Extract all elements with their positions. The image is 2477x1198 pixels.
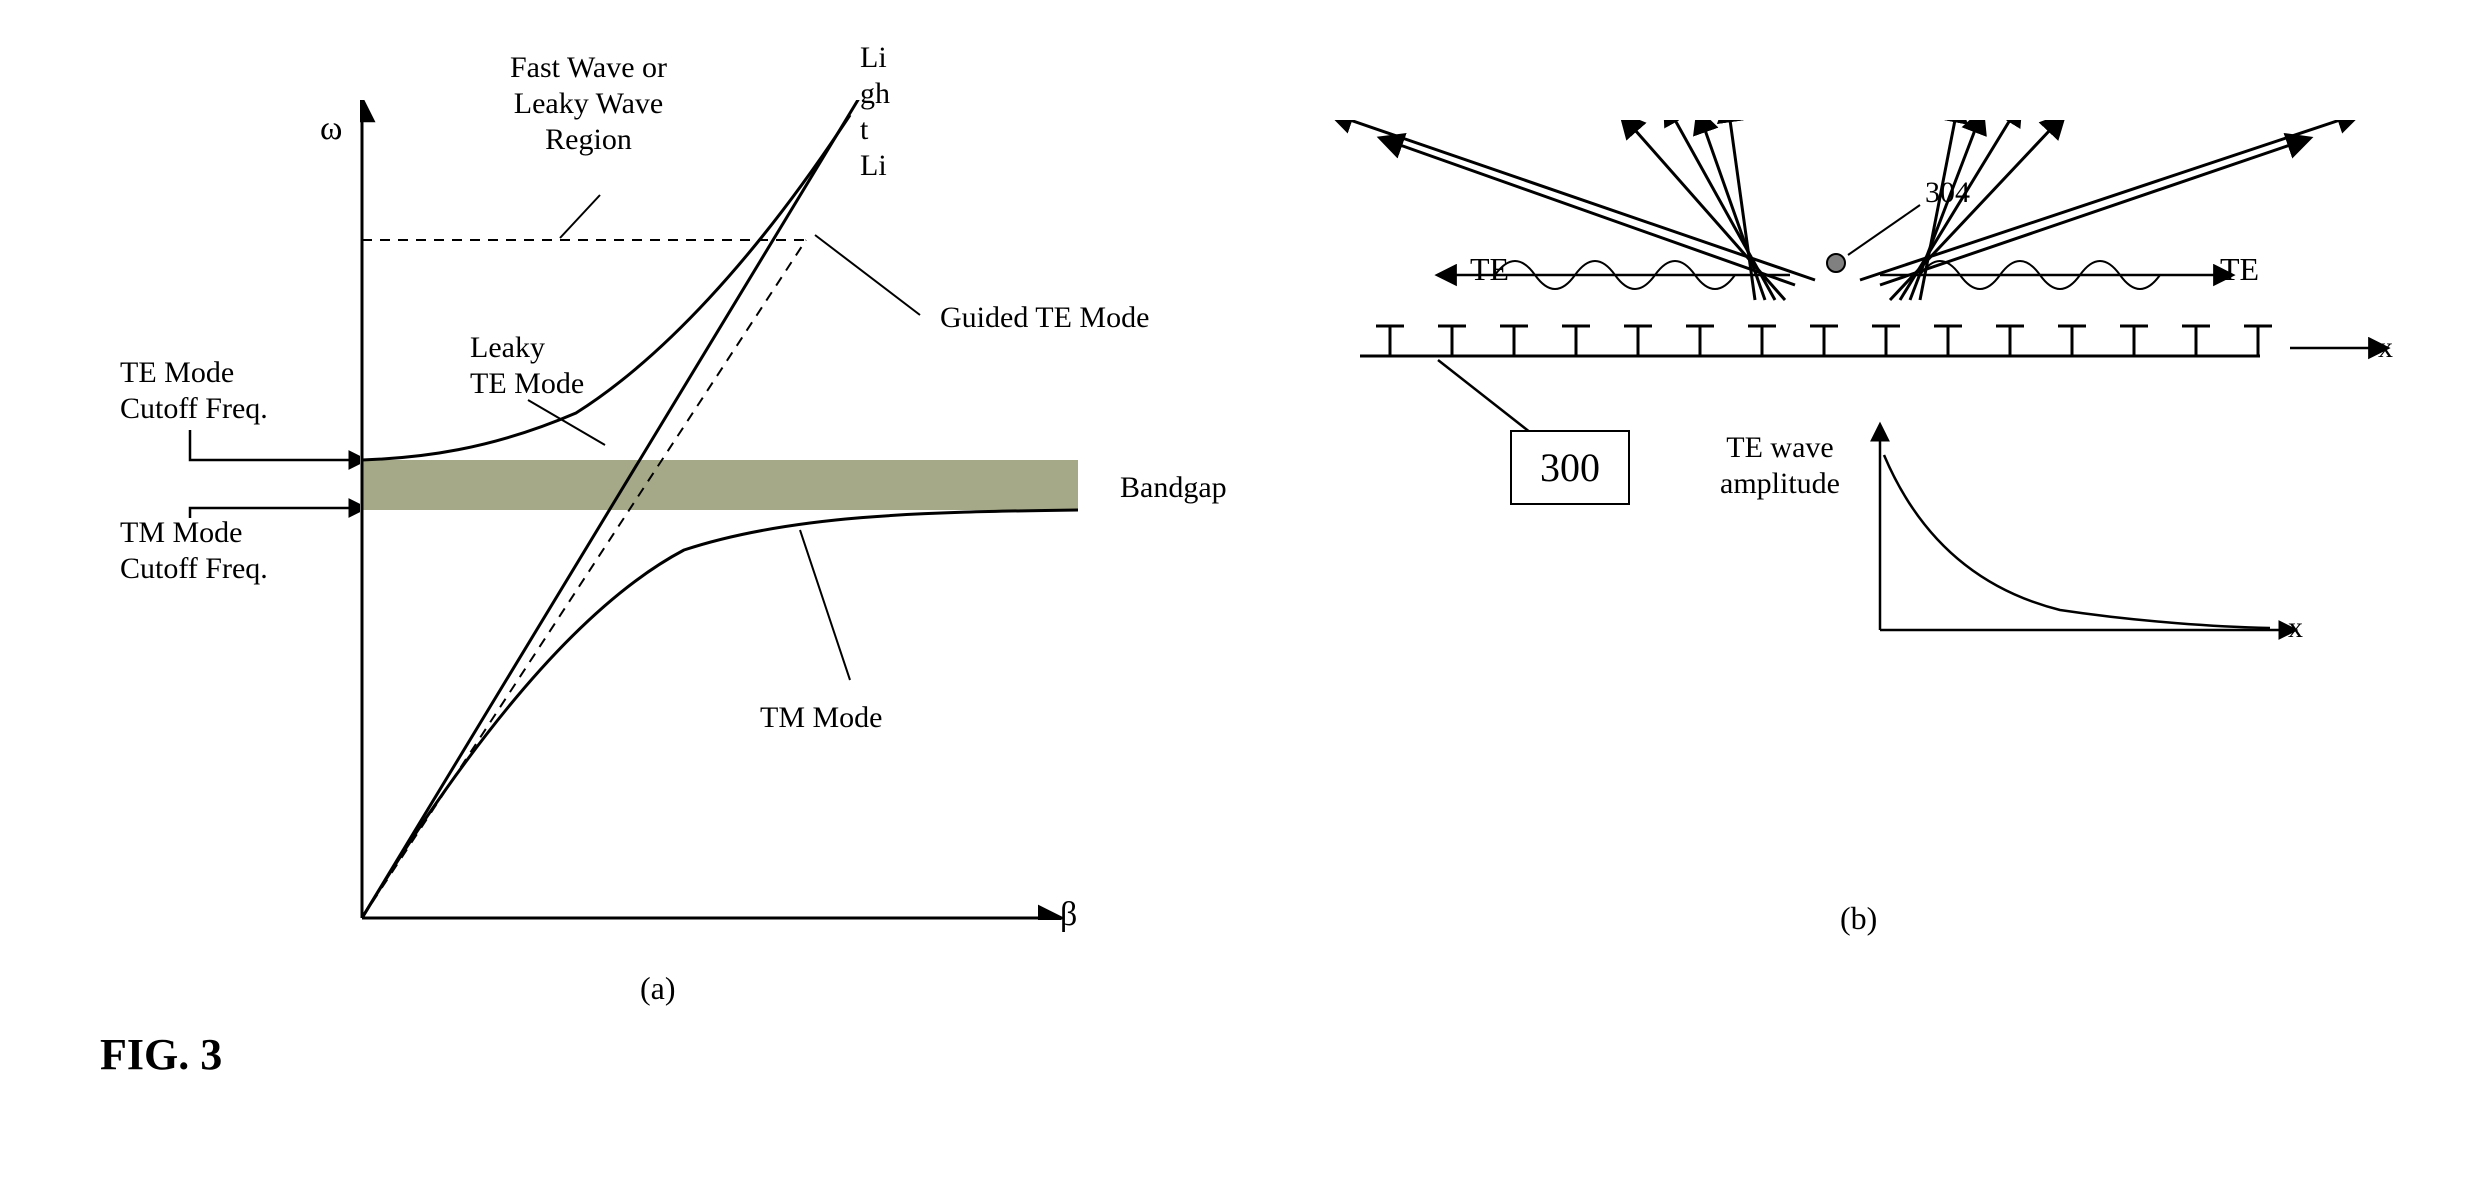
x-axis-label: β xyxy=(1060,896,1077,934)
dispersion-plot: ω β xyxy=(360,100,1080,920)
panel-b-caption: (b) xyxy=(1840,900,1877,937)
source-label: 304 xyxy=(1925,175,1970,211)
guided-te-label: Guided TE Mode xyxy=(940,300,1149,336)
te-label-left: TE xyxy=(1470,250,1509,288)
panel-a: ω β Fast Wave or Leaky Wave Region Li gh… xyxy=(80,40,1180,1060)
tm-mode-curve xyxy=(362,510,1078,918)
amp-decay-curve xyxy=(1884,455,2270,628)
amp-y-label: TE wave amplitude xyxy=(1720,430,1840,502)
figure-container: ω β Fast Wave or Leaky Wave Region Li gh… xyxy=(0,40,2477,1100)
fastwave-label: Fast Wave or Leaky Wave Region xyxy=(510,50,667,158)
pointer-guided-te xyxy=(815,235,920,315)
tm-cutoff-arrow xyxy=(190,508,350,518)
panel-b: TE TE 304 x 300 TE wave amplitude x (b) xyxy=(1280,120,2440,940)
bandgap-band xyxy=(362,460,1078,510)
cutoff-arrows xyxy=(80,100,360,920)
te-mode-curve xyxy=(362,115,850,460)
ref-300-box: 300 xyxy=(1510,430,1630,505)
dispersion-svg xyxy=(360,100,1080,920)
pointer-304 xyxy=(1848,205,1920,255)
light-line-label: Li gh t Li xyxy=(860,40,890,184)
pointer-fastwave xyxy=(560,195,600,238)
radiation-left xyxy=(1350,120,1815,300)
amplitude-svg xyxy=(1840,420,2300,660)
panel-a-caption: (a) xyxy=(640,970,676,1007)
bandgap-label: Bandgap xyxy=(1120,470,1227,506)
pointer-leaky-te xyxy=(528,400,605,445)
te-cutoff-arrow xyxy=(190,430,350,460)
amp-x-label: x xyxy=(2288,610,2303,646)
pointer-300 xyxy=(1438,360,1540,440)
figure-label: FIG. 3 xyxy=(100,1029,222,1080)
source-dot xyxy=(1827,254,1845,272)
te-label-right: TE xyxy=(2220,250,2259,288)
surface-tees xyxy=(1376,326,2272,356)
tm-mode-label: TM Mode xyxy=(760,700,883,736)
pointer-tm-mode xyxy=(800,530,850,680)
amplitude-plot: TE wave amplitude x xyxy=(1840,420,2300,660)
leaky-te-label: Leaky TE Mode xyxy=(470,330,584,402)
surface-x-label: x xyxy=(2378,330,2393,366)
